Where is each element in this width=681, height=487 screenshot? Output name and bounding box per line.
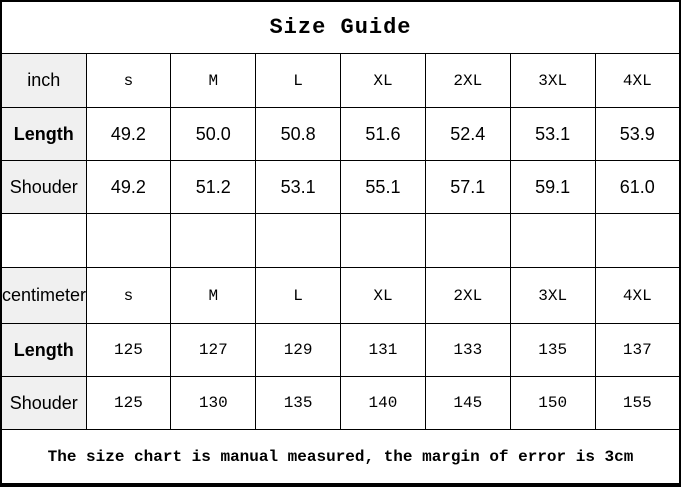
measurement-value-cell: 50.8	[255, 107, 342, 161]
measurement-value-cell: 61.0	[594, 160, 681, 214]
measurement-value-cell: 127	[170, 323, 257, 377]
empty-cell	[170, 213, 257, 268]
measurement-value-cell: 137	[594, 323, 681, 377]
empty-cell	[340, 213, 426, 268]
spacer-row	[0, 213, 681, 268]
empty-cell	[0, 213, 87, 268]
size-header-cell: 2XL	[424, 53, 511, 108]
title-row: Size Guide	[0, 0, 681, 54]
size-header-cell: 3XL	[509, 53, 596, 108]
row-label: Shouder	[0, 376, 87, 430]
measurement-value-cell: 125	[85, 323, 172, 377]
measurement-value-cell: 150	[509, 376, 596, 430]
length-row-inch: Length 49.2 50.0 50.8 51.6 52.4 53.1 53.…	[0, 107, 681, 161]
measurement-value-cell: 131	[340, 323, 426, 377]
measurement-value-cell: 50.0	[170, 107, 257, 161]
measurement-value-cell: 125	[85, 376, 172, 430]
measurement-value-cell: 49.2	[85, 160, 172, 214]
size-header-cell: M	[170, 53, 257, 108]
empty-cell	[594, 213, 681, 268]
measurement-value-cell: 135	[255, 376, 342, 430]
size-header-cell: XL	[340, 53, 426, 108]
row-label: Length	[0, 107, 87, 161]
measurement-value-cell: 57.1	[424, 160, 511, 214]
footer-row: The size chart is manual measured, the m…	[0, 429, 681, 486]
measurement-value-cell: 155	[594, 376, 681, 430]
size-header-row-centimeter: centimeter s M L XL 2XL 3XL 4XL	[0, 267, 681, 324]
row-label: Shouder	[0, 160, 87, 214]
shoulder-row-inch: Shouder 49.2 51.2 53.1 55.1 57.1 59.1 61…	[0, 160, 681, 214]
measurement-value-cell: 51.6	[340, 107, 426, 161]
footer-note: The size chart is manual measured, the m…	[0, 429, 681, 486]
measurement-value-cell: 55.1	[340, 160, 426, 214]
measurement-value-cell: 49.2	[85, 107, 172, 161]
size-header-cell: 4XL	[594, 53, 681, 108]
size-header-cell: L	[255, 53, 342, 108]
measurement-value-cell: 145	[424, 376, 511, 430]
measurement-value-cell: 51.2	[170, 160, 257, 214]
measurement-value-cell: 53.1	[509, 107, 596, 161]
size-header-cell: L	[255, 267, 342, 324]
measurement-value-cell: 135	[509, 323, 596, 377]
row-label: Length	[0, 323, 87, 377]
empty-cell	[85, 213, 172, 268]
shoulder-row-centimeter: Shouder 125 130 135 140 145 150 155	[0, 376, 681, 430]
size-header-cell: 4XL	[594, 267, 681, 324]
empty-cell	[424, 213, 511, 268]
empty-cell	[509, 213, 596, 268]
measurement-value-cell: 140	[340, 376, 426, 430]
measurement-value-cell: 133	[424, 323, 511, 377]
measurement-value-cell: 53.9	[594, 107, 681, 161]
measurement-value-cell: 52.4	[424, 107, 511, 161]
measurement-value-cell: 59.1	[509, 160, 596, 214]
unit-label-centimeter: centimeter	[0, 267, 87, 324]
size-header-cell: s	[85, 53, 172, 108]
measurement-value-cell: 129	[255, 323, 342, 377]
measurement-value-cell: 130	[170, 376, 257, 430]
length-row-centimeter: Length 125 127 129 131 133 135 137	[0, 323, 681, 377]
size-header-row-inch: inch s M L XL 2XL 3XL 4XL	[0, 53, 681, 108]
size-header-cell: 3XL	[509, 267, 596, 324]
unit-label-inch: inch	[0, 53, 87, 108]
page-title: Size Guide	[0, 0, 681, 54]
empty-cell	[255, 213, 342, 268]
size-header-cell: XL	[340, 267, 426, 324]
size-header-cell: M	[170, 267, 257, 324]
measurement-value-cell: 53.1	[255, 160, 342, 214]
size-header-cell: 2XL	[424, 267, 511, 324]
size-header-cell: s	[85, 267, 172, 324]
